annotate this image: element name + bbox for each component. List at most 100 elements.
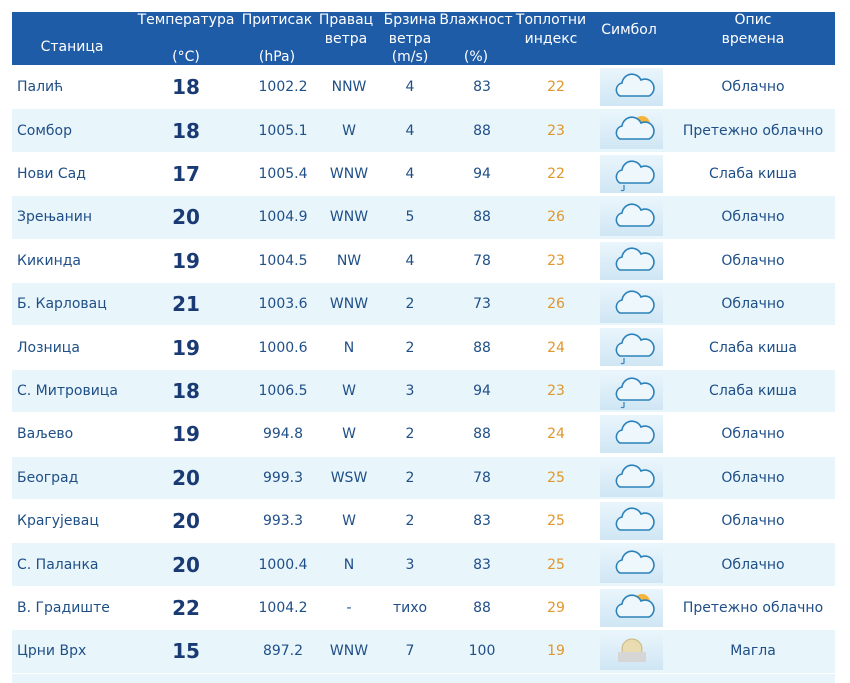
icon bbox=[615, 290, 655, 314]
weather-icon bbox=[600, 154, 663, 193]
weather-icon bbox=[600, 285, 663, 323]
wind-direction: WNW bbox=[329, 165, 369, 182]
station: Лозница bbox=[17, 339, 80, 356]
header-text: Температура bbox=[137, 12, 235, 28]
humidity: 94 bbox=[473, 165, 491, 182]
icon bbox=[615, 116, 655, 141]
icon bbox=[615, 507, 655, 531]
description: Претежно облачно bbox=[682, 599, 824, 616]
temperature: 20 bbox=[172, 465, 200, 490]
heat-index: 25 bbox=[547, 469, 565, 486]
icon bbox=[615, 464, 655, 488]
weather-icon bbox=[600, 545, 663, 584]
table-row: Нови Сад 17 1005.4 WNW 4 94 22 Слаба киша bbox=[12, 153, 835, 195]
station: Сомбор bbox=[17, 122, 72, 139]
heat-index: 23 bbox=[547, 382, 565, 399]
station: Б. Карловац bbox=[17, 296, 107, 313]
heat-index: 26 bbox=[547, 209, 565, 226]
table-row: С. Паланка 20 1000.4 N 3 83 25 Облачно bbox=[12, 543, 835, 586]
station: Кикинда bbox=[17, 252, 82, 269]
humidity: 73 bbox=[473, 296, 491, 313]
header-text: Симбол bbox=[601, 22, 657, 38]
station: В. Градиште bbox=[17, 599, 110, 616]
header-text: ветра bbox=[324, 31, 368, 47]
description: Облачно bbox=[721, 556, 785, 573]
humidity: 83 bbox=[473, 79, 491, 96]
temperature: 20 bbox=[172, 509, 200, 534]
table-row: С. Митровица 18 1006.5 W 3 94 23 Слаба киша bbox=[12, 369, 835, 413]
description: Слаба киша bbox=[709, 165, 797, 182]
temperature: 19 bbox=[172, 422, 200, 447]
pressure: 993.3 bbox=[262, 513, 304, 530]
table-row: Београд 20 999.3 WSW 2 78 25 Облачно bbox=[12, 456, 835, 499]
humidity: 100 bbox=[468, 643, 496, 660]
heat-index: 22 bbox=[547, 79, 565, 96]
header-text: индекс bbox=[524, 31, 578, 47]
table-row: Кикинда 19 1004.5 NW 4 78 23 Облачно bbox=[12, 240, 835, 282]
wind-speed: 2 bbox=[405, 296, 415, 313]
wind-speed: 2 bbox=[405, 469, 415, 486]
table-row bbox=[12, 673, 835, 683]
heat-index: 22 bbox=[547, 165, 565, 182]
wind-speed: 4 bbox=[405, 252, 415, 269]
header-text: (°C) bbox=[172, 49, 200, 65]
wind-speed: тихо bbox=[392, 599, 428, 616]
pressure: 1004.9 bbox=[258, 209, 308, 226]
heat-index: 24 bbox=[547, 339, 565, 356]
temperature: 20 bbox=[172, 205, 200, 230]
wind-speed: 4 bbox=[405, 165, 415, 182]
wind-direction: W bbox=[342, 426, 356, 443]
weather-icon bbox=[600, 198, 663, 237]
pressure: 897.2 bbox=[262, 643, 304, 660]
wind-speed: 2 bbox=[405, 339, 415, 356]
wind-speed: 5 bbox=[405, 209, 415, 226]
station: Палић bbox=[17, 79, 64, 96]
icon bbox=[615, 550, 655, 575]
wind-direction: NW bbox=[336, 252, 362, 269]
weather-icon bbox=[600, 588, 663, 627]
header-text: (m/s) bbox=[391, 49, 429, 65]
wind-direction: WSW bbox=[330, 469, 368, 486]
wind-speed: 3 bbox=[405, 382, 415, 399]
description: Магла bbox=[730, 643, 776, 660]
table-row: Палић 18 1002.2 NNW 4 83 22 Облачно bbox=[12, 66, 835, 108]
table-row: Сомбор 18 1005.1 W 4 88 23 Претежно облачно bbox=[12, 109, 835, 152]
wind-direction: W bbox=[342, 122, 356, 139]
pressure: 1005.1 bbox=[258, 122, 308, 139]
table-row: Крагујевац 20 993.3 W 2 83 25 Облачно bbox=[12, 500, 835, 542]
description: Облачно bbox=[721, 296, 785, 313]
pressure: 1004.5 bbox=[258, 252, 308, 269]
table-row: Зрењанин 20 1004.9 WNW 5 88 26 Облачно bbox=[12, 196, 835, 239]
table-row: В. Градиште 22 1004.2 - тихо 88 29 Претежно обл… bbox=[12, 587, 835, 629]
humidity: 78 bbox=[473, 252, 491, 269]
table-row: Лозница 19 1000.6 N 2 88 24 Слаба киша bbox=[12, 326, 835, 368]
station: Нови Сад bbox=[17, 165, 86, 182]
wind-speed: 3 bbox=[405, 556, 415, 573]
description: Слаба киша bbox=[709, 339, 797, 356]
pressure: 994.8 bbox=[262, 426, 304, 443]
station: Ваљево bbox=[17, 426, 74, 443]
station: С. Паланка bbox=[17, 556, 99, 573]
header-text: Правац bbox=[318, 12, 374, 28]
weather-icon bbox=[600, 458, 663, 497]
temperature: 18 bbox=[172, 75, 200, 100]
weather-icon bbox=[600, 241, 663, 280]
wind-speed: 2 bbox=[405, 426, 415, 443]
pressure: 1002.2 bbox=[258, 79, 308, 96]
description: Слаба киша bbox=[709, 382, 797, 399]
weather-icon bbox=[600, 502, 663, 540]
humidity: 88 bbox=[473, 339, 491, 356]
pressure: 1006.5 bbox=[258, 382, 308, 399]
weather-icon bbox=[600, 632, 663, 671]
header-text: ветра bbox=[388, 31, 432, 47]
humidity: 88 bbox=[473, 426, 491, 443]
heat-index: 23 bbox=[547, 252, 565, 269]
temperature: 19 bbox=[172, 335, 200, 360]
description: Претежно облачно bbox=[682, 122, 824, 139]
pressure: 999.3 bbox=[262, 469, 304, 486]
heat-index: 25 bbox=[547, 556, 565, 573]
icon bbox=[615, 247, 655, 271]
heat-index: 29 bbox=[547, 599, 565, 616]
humidity: 94 bbox=[473, 382, 491, 399]
temperature: 15 bbox=[172, 639, 200, 664]
